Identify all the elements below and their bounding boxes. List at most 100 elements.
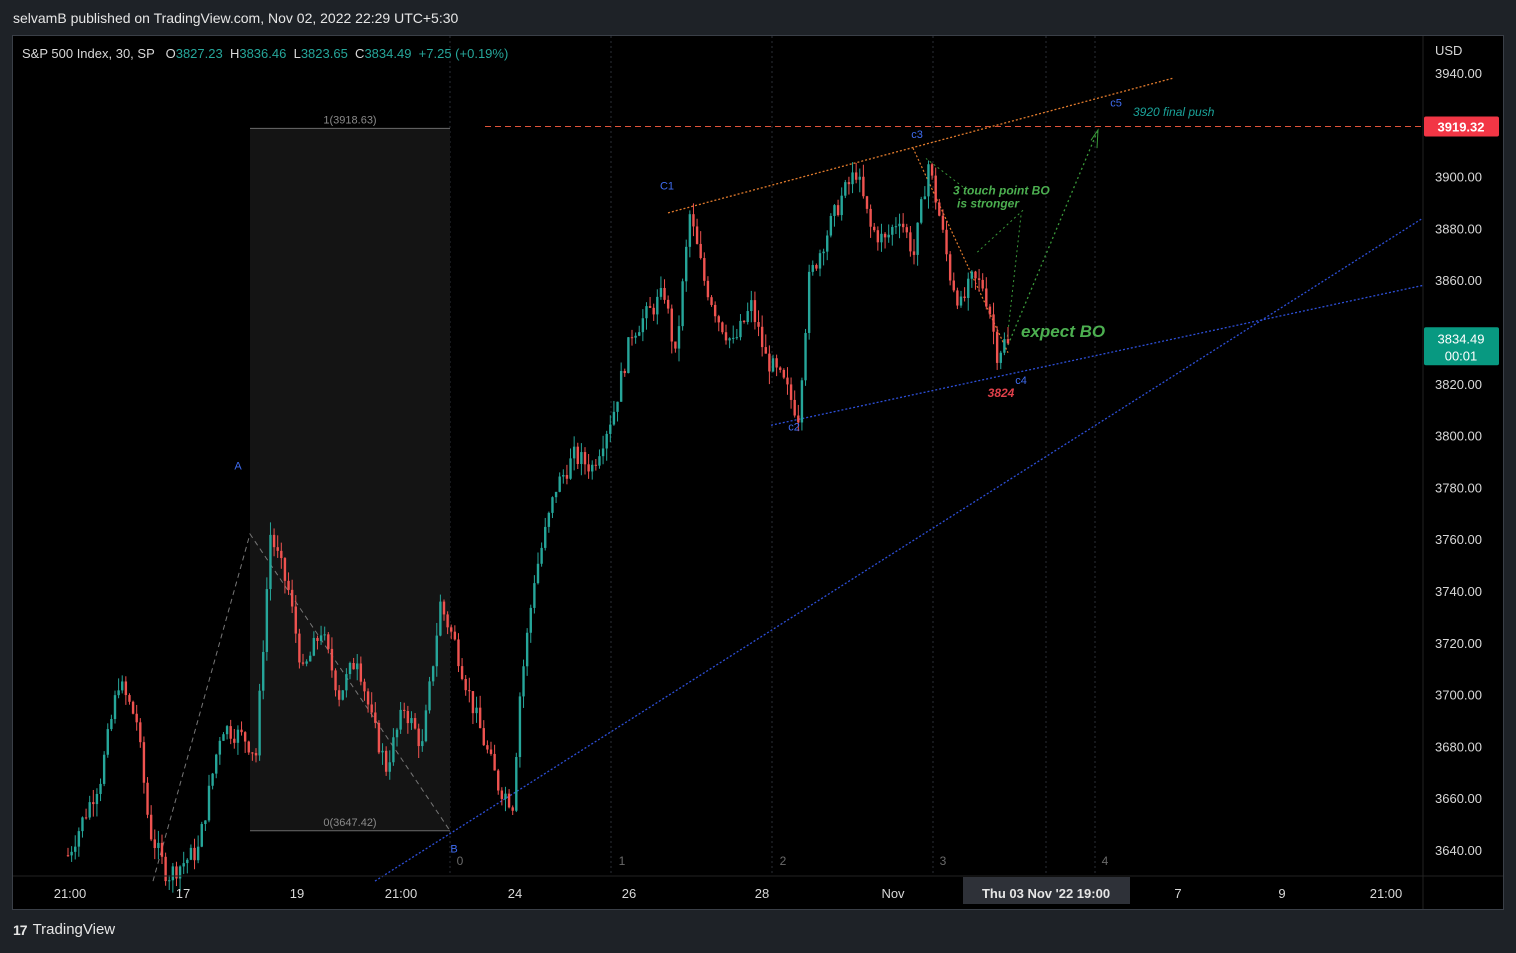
- candle-body: [699, 243, 702, 259]
- candle-body: [464, 678, 467, 691]
- candle-body: [710, 297, 713, 305]
- candle-body: [688, 214, 692, 247]
- candle-body: [446, 614, 449, 628]
- candle-body: [797, 415, 800, 423]
- candle-body: [822, 251, 825, 254]
- candle-body: [880, 233, 883, 243]
- candle-body: [558, 476, 561, 492]
- candle-body: [746, 311, 749, 322]
- wave-label-b: B: [450, 844, 457, 856]
- candle-body: [1003, 339, 1006, 353]
- candle-body: [757, 322, 760, 327]
- candle-body: [366, 691, 370, 705]
- candle-body: [493, 753, 496, 771]
- candle-body: [775, 358, 778, 368]
- candle-body: [316, 637, 319, 641]
- candle-body: [348, 662, 352, 675]
- candle-body: [341, 690, 344, 700]
- candle-body: [204, 820, 207, 825]
- time-marker: 2: [780, 854, 787, 868]
- candle-body: [236, 729, 240, 743]
- candle-body: [207, 785, 211, 821]
- candle-body: [247, 741, 250, 753]
- candle-body: [327, 634, 330, 649]
- candle-body: [146, 782, 149, 815]
- candle-body: [359, 663, 363, 682]
- candle-body: [587, 464, 590, 472]
- candle-body: [854, 172, 858, 180]
- candle-body: [196, 846, 200, 861]
- candle-body: [471, 691, 475, 714]
- candle-body: [287, 580, 290, 590]
- target-price-tag-label: 3919.32: [1438, 120, 1485, 135]
- candle-body: [193, 847, 196, 861]
- candle-body: [544, 526, 547, 548]
- candle-body: [298, 633, 301, 663]
- candle-body: [77, 831, 81, 847]
- candle-body: [399, 709, 402, 730]
- candle-body: [963, 296, 966, 298]
- publish-header: selvamB published on TradingView.com, No…: [13, 10, 459, 26]
- last-price-tag: [1424, 327, 1499, 366]
- candle-body: [666, 299, 670, 309]
- candle-body: [652, 307, 655, 315]
- candle-body: [421, 741, 424, 747]
- candle-body: [345, 674, 348, 691]
- close-label: C: [355, 46, 365, 61]
- chart-panel[interactable]: 1(3918.63) 0(3647.42) A B C1 c2 c3 c4 c5 3920 fin…: [12, 35, 1504, 910]
- wave-label-a: A: [234, 460, 242, 472]
- x-tick-label: 7: [1174, 886, 1181, 901]
- candle-body: [439, 601, 442, 636]
- candle-body: [117, 690, 120, 696]
- x-tick-label: 24: [508, 886, 522, 901]
- candle-body: [992, 314, 995, 332]
- y-tick-label: 3800.00: [1435, 429, 1482, 444]
- open-value: 3827.23: [175, 46, 223, 61]
- x-tick-label: 21:00: [54, 886, 87, 901]
- x-tick-label: 28: [755, 886, 769, 901]
- candle-body: [189, 847, 193, 860]
- candle-body: [504, 793, 507, 799]
- candle-body: [157, 842, 160, 849]
- candle-body: [153, 839, 156, 849]
- x-tick-label: 17: [176, 886, 190, 901]
- annotation-three-touch: 3 touch point BO: [953, 184, 1050, 198]
- candle-body: [576, 446, 579, 465]
- candle-body: [540, 547, 543, 564]
- annotation-stronger: is stronger: [957, 197, 1020, 211]
- candle-body: [428, 681, 431, 711]
- candle-body: [591, 464, 594, 472]
- candle-body: [974, 271, 977, 279]
- candle-body: [869, 208, 872, 227]
- candle-body: [598, 456, 601, 466]
- candle-body: [269, 534, 272, 590]
- x-tick-label: 26: [622, 886, 636, 901]
- candle-body: [580, 452, 583, 465]
- candle-body: [826, 235, 829, 252]
- long-trendline: [374, 217, 1424, 882]
- candle-body: [865, 196, 869, 209]
- candle-body: [113, 695, 117, 720]
- candle-body: [218, 740, 222, 755]
- price-axis: USD3940.003900.003880.003860.003840.0038…: [1422, 36, 1499, 909]
- candle-body: [692, 214, 695, 227]
- candle-body: [110, 719, 113, 730]
- candle-body: [970, 271, 974, 279]
- candle-body: [507, 793, 511, 808]
- candle-body: [562, 475, 565, 477]
- candle-body: [750, 300, 753, 312]
- candle-body: [800, 380, 804, 423]
- candle-body: [128, 695, 131, 702]
- candle-body: [948, 254, 952, 281]
- x-tick-label: 19: [290, 886, 304, 901]
- candle-body: [272, 534, 276, 548]
- candle-body: [706, 280, 710, 298]
- candle-body: [782, 369, 786, 378]
- candle-body: [836, 205, 840, 216]
- candle-body: [641, 318, 645, 333]
- candle-body: [330, 648, 334, 671]
- candle-body: [681, 281, 684, 327]
- candle-body: [200, 824, 203, 847]
- candle-body: [525, 632, 529, 667]
